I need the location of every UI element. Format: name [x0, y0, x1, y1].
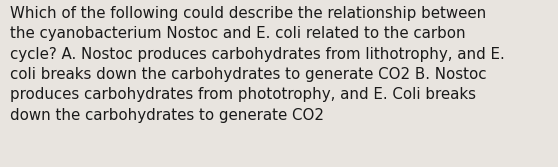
- Text: Which of the following could describe the relationship between
the cyanobacteriu: Which of the following could describe th…: [10, 6, 505, 123]
